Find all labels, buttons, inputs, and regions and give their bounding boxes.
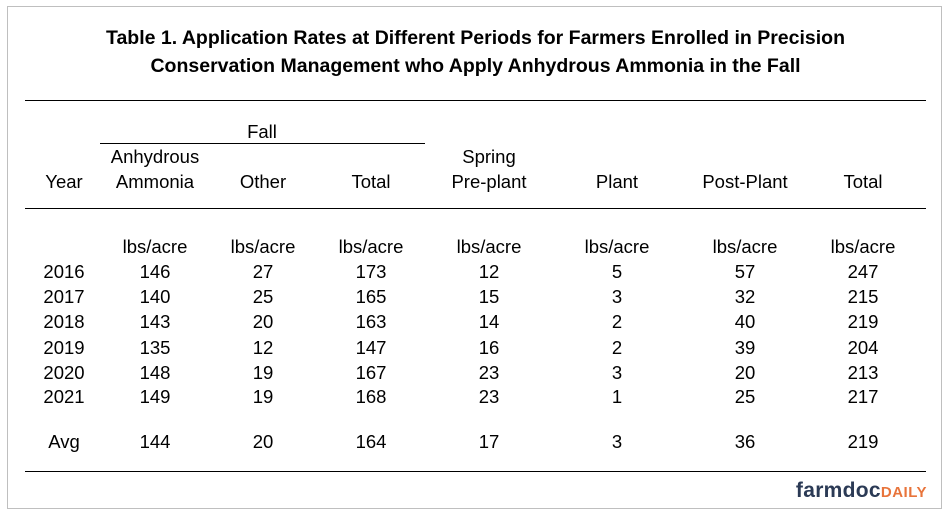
unit-post-plant: lbs/acre: [712, 236, 778, 257]
table-cell-total: 215: [847, 286, 879, 307]
table-cell-fall-total: 165: [355, 286, 387, 307]
unit-plant: lbs/acre: [584, 236, 650, 257]
avg-cell-anhydrous-ammonia: 144: [139, 431, 171, 452]
avg-cell-spring-preplant: 17: [478, 431, 500, 452]
header-anhydrous-ammonia-line1: Anhydrous: [110, 146, 200, 167]
logo-part-2: DAILY: [880, 484, 927, 501]
table-cell-plant: 5: [611, 261, 623, 282]
table-cell-fall-other: 25: [252, 286, 274, 307]
unit-anhydrous-ammonia: lbs/acre: [122, 236, 188, 257]
farmdoc-daily-logo: farmdocDAILY: [796, 479, 927, 505]
table-cell-spring-preplant: 12: [478, 261, 500, 282]
table-cell-post-plant: 57: [734, 261, 756, 282]
avg-cell-total: 219: [847, 431, 879, 452]
table-cell-anhydrous-ammonia: 148: [139, 362, 171, 383]
unit-spring-preplant: lbs/acre: [456, 236, 522, 257]
table-cell-fall-other: 19: [252, 386, 274, 407]
header-year: Year: [45, 171, 83, 192]
table-cell-year: 2016: [43, 261, 85, 282]
avg-cell-plant: 3: [611, 431, 623, 452]
table-cell-spring-preplant: 23: [478, 386, 500, 407]
table-cell-post-plant: 39: [734, 337, 756, 358]
table-cell-fall-other: 27: [252, 261, 274, 282]
table-cell-spring-preplant: 16: [478, 337, 500, 358]
table-cell-total: 219: [847, 311, 879, 332]
logo-part-1: farmdoc: [795, 479, 881, 502]
fall-group-rule: [100, 143, 425, 144]
table-cell-year: 2018: [43, 311, 85, 332]
bottom-rule: [25, 471, 926, 472]
table-cell-total: 247: [847, 261, 879, 282]
title-line-1: Table 1. Application Rates at Different …: [105, 27, 845, 49]
table-cell-year: 2017: [43, 286, 85, 307]
unit-total: lbs/acre: [830, 236, 896, 257]
avg-cell-year: Avg: [48, 431, 80, 452]
table-cell-plant: 3: [611, 286, 623, 307]
header-rule: [25, 208, 926, 209]
table-cell-fall-total: 173: [355, 261, 387, 282]
table-cell-fall-total: 163: [355, 311, 387, 332]
header-total: Total: [843, 171, 883, 192]
header-post-plant: Post-Plant: [702, 171, 788, 192]
table-cell-anhydrous-ammonia: 140: [139, 286, 171, 307]
table-cell-anhydrous-ammonia: 146: [139, 261, 171, 282]
table-cell-spring-preplant: 15: [478, 286, 500, 307]
table-cell-fall-other: 19: [252, 362, 274, 383]
table-cell-spring-preplant: 14: [478, 311, 500, 332]
top-rule: [25, 100, 926, 101]
avg-cell-post-plant: 36: [734, 431, 756, 452]
table-cell-fall-other: 20: [252, 311, 274, 332]
fall-group-header: Fall: [247, 121, 277, 142]
table-cell-year: 2021: [43, 386, 85, 407]
header-spring-preplant-line1: Spring: [462, 146, 516, 167]
avg-cell-fall-total: 164: [355, 431, 387, 452]
table-cell-fall-total: 167: [355, 362, 387, 383]
table-cell-plant: 3: [611, 362, 623, 383]
header-fall-other: Other: [239, 171, 287, 192]
table-cell-anhydrous-ammonia: 149: [139, 386, 171, 407]
table-cell-fall-total: 147: [355, 337, 387, 358]
table-cell-year: 2020: [43, 362, 85, 383]
table-cell-plant: 1: [611, 386, 623, 407]
table-cell-spring-preplant: 23: [478, 362, 500, 383]
table-title: Table 1. Application Rates at Different …: [0, 24, 951, 80]
avg-cell-fall-other: 20: [252, 431, 274, 452]
unit-fall-total: lbs/acre: [338, 236, 404, 257]
table-cell-plant: 2: [611, 337, 623, 358]
table-cell-total: 217: [847, 386, 879, 407]
table-cell-total: 204: [847, 337, 879, 358]
table-cell-post-plant: 40: [734, 311, 756, 332]
header-anhydrous-ammonia: Ammonia: [115, 171, 195, 192]
unit-fall-other: lbs/acre: [230, 236, 296, 257]
table-cell-year: 2019: [43, 337, 85, 358]
table-cell-fall-total: 168: [355, 386, 387, 407]
table-cell-post-plant: 20: [734, 362, 756, 383]
title-line-2: Conservation Management who Apply Anhydr…: [150, 55, 801, 77]
table-cell-total: 213: [847, 362, 879, 383]
table-cell-post-plant: 32: [734, 286, 756, 307]
table-cell-fall-other: 12: [252, 337, 274, 358]
header-spring-preplant: Pre-plant: [451, 171, 527, 192]
header-fall-total: Total: [351, 171, 391, 192]
table-cell-plant: 2: [611, 311, 623, 332]
header-plant: Plant: [595, 171, 639, 192]
table-cell-anhydrous-ammonia: 143: [139, 311, 171, 332]
table-frame: [7, 6, 942, 509]
table-cell-post-plant: 25: [734, 386, 756, 407]
table-cell-anhydrous-ammonia: 135: [139, 337, 171, 358]
